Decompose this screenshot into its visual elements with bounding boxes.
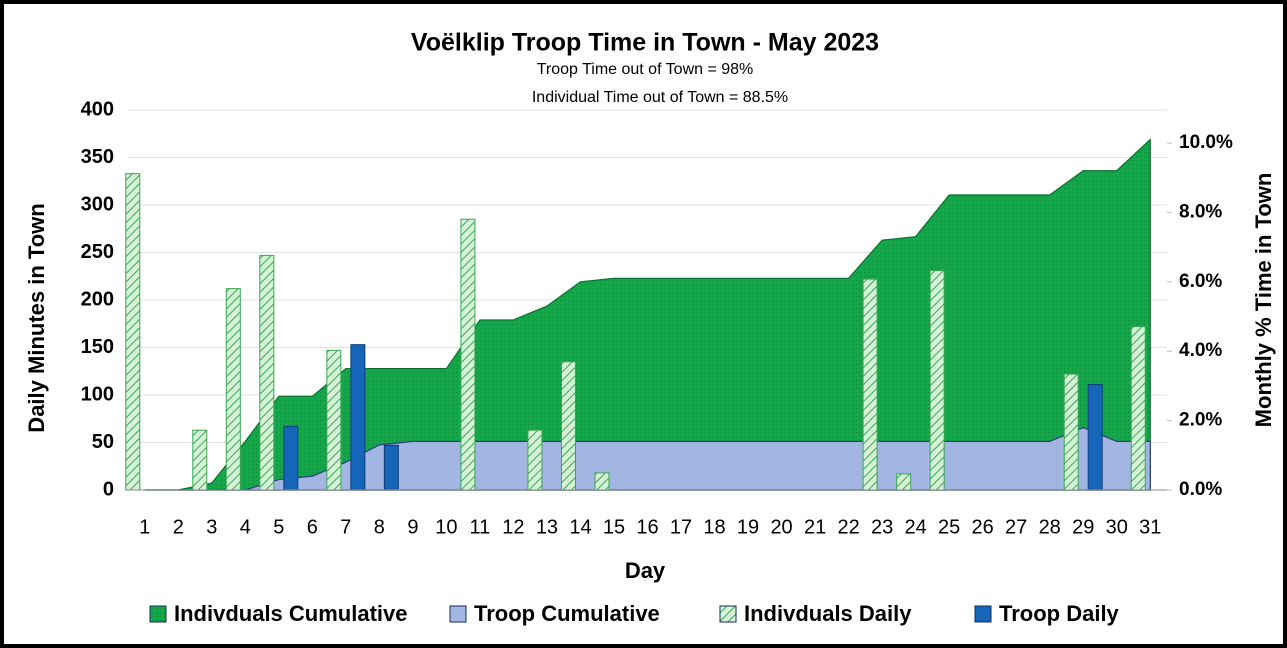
x-tick-label: 11 <box>470 516 491 538</box>
y2-tick-label: 4.0% <box>1179 340 1222 361</box>
legend-swatch <box>974 605 992 623</box>
x-tick-label: 6 <box>307 516 318 538</box>
y-tick-label: 250 <box>81 241 114 263</box>
x-axis-title: Day <box>625 558 666 583</box>
y-tick-label: 200 <box>81 288 114 310</box>
x-tick-label: 12 <box>502 516 524 538</box>
x-tick-label: 18 <box>703 516 725 538</box>
x-tick-label: 31 <box>1139 516 1161 538</box>
y2-tick-label: 8.0% <box>1179 201 1222 222</box>
bar <box>125 173 141 491</box>
y-tick-label: 150 <box>81 336 114 358</box>
area <box>144 138 1151 491</box>
y2-tick-label: 2.0% <box>1179 410 1222 431</box>
x-tick-label: 1 <box>139 516 150 538</box>
x-tick-label: 13 <box>536 516 558 538</box>
bar <box>862 278 878 491</box>
x-tick-label: 5 <box>273 516 284 538</box>
x-tick-label: 3 <box>206 516 217 538</box>
x-tick-label: 27 <box>1005 516 1027 538</box>
legend-swatch <box>449 605 467 623</box>
bar <box>560 361 576 491</box>
x-tick-label: 28 <box>1039 516 1061 538</box>
legend-label: Troop Daily <box>999 601 1120 626</box>
x-tick-label: 4 <box>240 516 251 538</box>
bar <box>1130 326 1146 491</box>
y-tick-label: 50 <box>92 431 114 453</box>
x-tick-label: 21 <box>804 516 826 538</box>
x-tick-label: 26 <box>972 516 994 538</box>
y2-axis-title: Monthly % Time in Town <box>1251 173 1276 428</box>
x-tick-label: 19 <box>737 516 759 538</box>
x-tick-label: 8 <box>374 516 385 538</box>
bar <box>929 270 945 491</box>
x-tick-label: 22 <box>837 516 859 538</box>
x-tick-label: 30 <box>1106 516 1128 538</box>
bar <box>192 429 208 491</box>
bar <box>259 254 275 491</box>
y2-tick-label: 6.0% <box>1179 271 1222 292</box>
x-tick-label: 17 <box>670 516 692 538</box>
annotation: Individual Time out of Town = 88.5% <box>532 89 788 106</box>
bar <box>383 444 399 491</box>
x-tick-label: 29 <box>1072 516 1094 538</box>
legend-swatch <box>149 605 167 623</box>
y-tick-label: 300 <box>81 193 114 215</box>
x-tick-label: 20 <box>770 516 792 538</box>
legend-label: Indivduals Daily <box>744 601 912 626</box>
y-tick-label: 100 <box>81 383 114 405</box>
bar <box>326 349 342 491</box>
y-tick-label: 400 <box>81 98 114 120</box>
bar <box>350 344 366 491</box>
y-axis-title: Daily Minutes in Town <box>24 203 49 432</box>
x-tick-label: 7 <box>340 516 351 538</box>
bar <box>460 218 476 491</box>
x-tick-label: 23 <box>871 516 893 538</box>
bar <box>225 288 241 491</box>
legend-label: Indivduals Cumulative <box>174 601 408 626</box>
x-tick-label: 10 <box>435 516 457 538</box>
x-tick-label: 24 <box>905 516 927 538</box>
x-tick-label: 25 <box>938 516 960 538</box>
x-tick-label: 14 <box>569 516 591 538</box>
legend-swatch <box>719 605 737 623</box>
x-tick-label: 16 <box>636 516 658 538</box>
x-tick-label: 15 <box>603 516 625 538</box>
annotation: Troop Time out of Town = 98% <box>537 61 754 78</box>
bar <box>896 473 912 491</box>
y2-tick-label: 10.0% <box>1179 132 1233 153</box>
y2-tick-label: 0.0% <box>1179 479 1222 500</box>
x-tick-label: 9 <box>407 516 418 538</box>
chart-title: Voëlklip Troop Time in Town - May 2023 <box>411 29 879 57</box>
bar <box>283 425 299 491</box>
x-tick-label: 2 <box>173 516 184 538</box>
legend-label: Troop Cumulative <box>474 601 660 626</box>
bar <box>1063 373 1079 491</box>
y-tick-label: 0 <box>103 478 114 500</box>
bar <box>527 429 543 491</box>
bar <box>1087 384 1103 491</box>
y-tick-label: 350 <box>81 146 114 168</box>
bar <box>594 472 610 491</box>
